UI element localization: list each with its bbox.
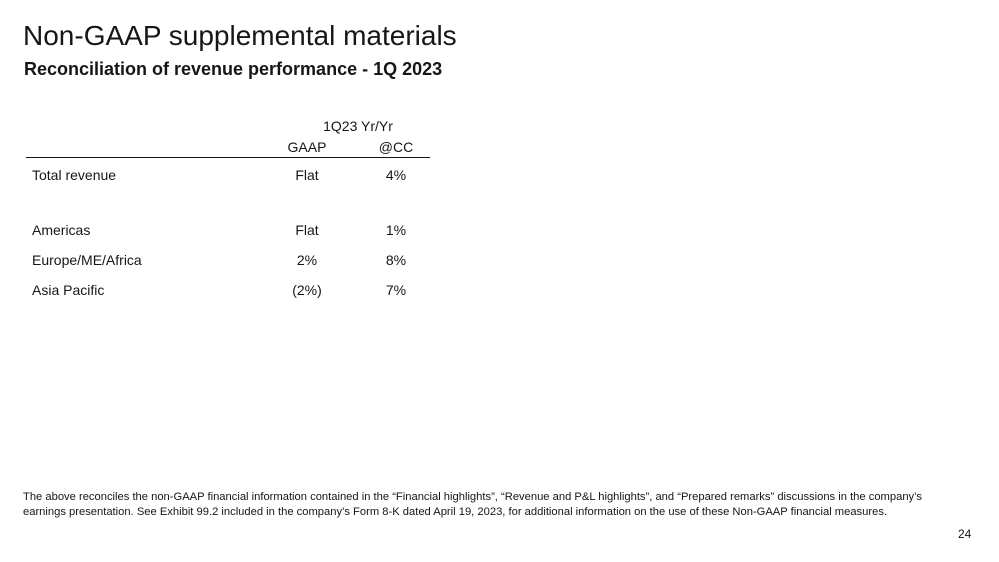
row-label: Europe/ME/Africa [32,252,142,268]
table-row-total-revenue: Total revenue Flat 4% [26,167,430,187]
gaap-value: (2%) [292,282,322,298]
cc-value: 4% [385,167,407,183]
slide-subtitle: Reconciliation of revenue performance - … [24,59,443,79]
table-group-header: 1Q23 Yr/Yr [323,118,393,134]
table-row-europe-me-africa: Europe/ME/Africa 2% 8% [26,252,430,272]
page-number: 24 [958,527,972,541]
column-header-gaap: GAAP [287,139,327,155]
table-row-americas: Americas Flat 1% [26,222,430,242]
row-label: Americas [32,222,91,238]
row-label: Asia Pacific [32,282,105,298]
gaap-value: Flat [295,167,319,183]
cc-value: 1% [385,222,407,238]
slide-title: Non-GAAP supplemental materials [23,20,457,51]
column-header-cc: @CC [378,139,414,155]
table-row-asia-pacific: Asia Pacific (2%) 7% [26,282,430,302]
gaap-value: 2% [296,252,318,268]
gaap-value: Flat [295,222,319,238]
row-label: Total revenue [32,167,117,183]
footnote: The above reconciles the non-GAAP financ… [23,491,923,518]
header-divider [26,157,430,158]
cc-value: 7% [385,282,407,298]
cc-value: 8% [385,252,407,268]
